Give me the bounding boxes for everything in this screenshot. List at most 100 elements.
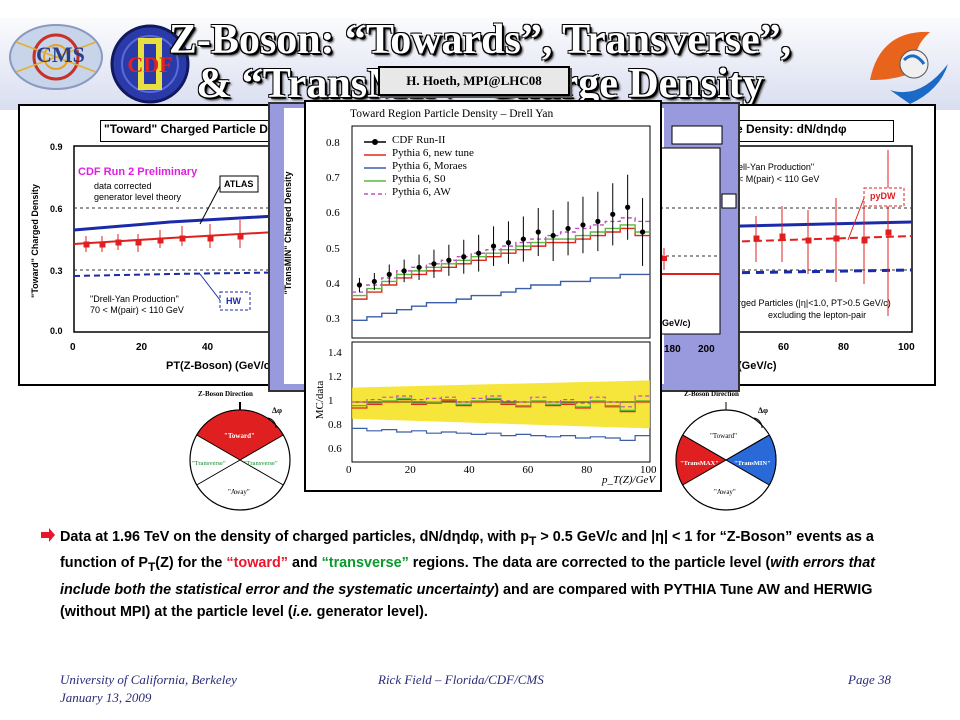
inset-ytick-bottom: 1 xyxy=(328,395,334,407)
atlas-label: ATLAS xyxy=(224,179,254,189)
right-transmax: "TransMAX" xyxy=(680,460,719,467)
left-plot-xtick-0: 0 xyxy=(70,342,76,353)
inset-data-point xyxy=(580,222,586,228)
footer-author: Rick Field – Florida/CDF/CMS xyxy=(378,672,544,687)
left-plot-xtick-1: 20 xyxy=(136,342,148,353)
right-plot-title: e Density: dN/dηdφ xyxy=(736,122,847,136)
footer-page: Page 38 xyxy=(848,672,891,687)
inset-data-point xyxy=(520,236,526,242)
inset-data-point xyxy=(476,250,482,256)
inset-xtick: 80 xyxy=(581,464,593,476)
inset-ratio-label: MC/data xyxy=(314,380,326,420)
left-region-diagram: Z-Boson Direction Δφ "Toward" "Transvers… xyxy=(180,388,300,516)
cdf-logo: CDF xyxy=(108,22,192,106)
right-xtick-0: 60 xyxy=(778,342,790,353)
author-tag: H. Hoeth, MPI@LHC08 xyxy=(378,66,570,96)
inset-data-point xyxy=(610,211,616,217)
transmin-cut-fragment: .5 GeV/c) xyxy=(652,318,691,328)
ratio-histogram xyxy=(352,395,650,408)
process-line-1: "Drell-Yan Production" xyxy=(90,294,179,304)
inset-ytick-top: 0.3 xyxy=(326,313,340,326)
inset-data-point xyxy=(371,278,377,285)
inset-ytick-bottom: 0.6 xyxy=(328,443,342,455)
inset-ytick-top: 0.6 xyxy=(326,207,340,220)
transmin-xtick-180: 180 xyxy=(664,344,681,355)
inset-title: Toward Region Particle Density – Drell Y… xyxy=(350,108,554,120)
left-away: "Away" xyxy=(228,488,250,496)
corrected-note-2: generator level theory xyxy=(94,192,182,202)
transmin-ylabel: "TransMIN" Charged Density xyxy=(283,171,293,295)
right-toward: "Toward" xyxy=(710,432,737,440)
right-z-direction: Z-Boson Direction xyxy=(684,390,739,398)
transverse-word: “transverse” xyxy=(321,555,409,572)
footer-institution: University of California, Berkeley xyxy=(60,672,237,687)
left-z-direction: Z-Boson Direction xyxy=(198,390,253,398)
right-xlabel: (GeV/c) xyxy=(738,360,777,372)
right-dphi: Δφ xyxy=(758,406,769,415)
inset-xtick: 100 xyxy=(640,464,657,476)
inset-data-point xyxy=(550,232,556,239)
left-plot-ytick-2: 0.3 xyxy=(50,266,63,276)
left-plot-title: "Toward" Charged Particle Density: dN/dη… xyxy=(104,122,304,136)
left-transverse-l: "Transverse" xyxy=(192,460,226,467)
inset-data-point xyxy=(356,282,363,288)
right-xtick-2: 100 xyxy=(898,342,915,353)
inset-data-point xyxy=(595,218,601,224)
inset-data-point xyxy=(625,204,631,210)
inset-xtick: 0 xyxy=(346,464,352,476)
left-toward: "Toward" xyxy=(224,432,255,440)
corrected-note-1: data corrected xyxy=(94,181,152,191)
toward-density-inset: Toward Region Particle Density – Drell Y… xyxy=(304,100,662,492)
inset-ytick-bottom: 1.4 xyxy=(328,347,342,359)
left-plot-ylabel: "Toward" Charged Density xyxy=(30,184,40,298)
legend-marker xyxy=(372,139,378,145)
inset-data-point xyxy=(639,229,646,235)
right-transmin: "TransMIN" xyxy=(734,460,771,467)
arrow-bullet-icon xyxy=(40,527,56,543)
left-dphi: Δφ xyxy=(272,406,283,415)
inset-ytick-top: 0.8 xyxy=(326,136,340,149)
inset-data-point xyxy=(431,261,437,267)
summary-text: Data at 1.96 TeV on the density of charg… xyxy=(60,529,876,621)
left-plot: "Toward" Charged Particle Density: dN/dη… xyxy=(18,104,312,386)
preliminary-label: CDF Run 2 Preliminary xyxy=(78,166,198,178)
left-plot-ytick-3: 0.0 xyxy=(50,326,63,336)
title-line-1: Z-Boson: “Towards”, Transverse”, xyxy=(168,17,792,63)
inset-data-point xyxy=(505,240,512,246)
florida-logo xyxy=(860,20,956,108)
left-plot-ytick-1: 0.6 xyxy=(50,204,63,214)
inset-histogram xyxy=(352,227,650,300)
inset-legend-entry: Pythia 6, Moraes xyxy=(392,160,467,172)
inset-legend-entry: Pythia 6, AW xyxy=(392,186,451,198)
inset-histogram xyxy=(352,224,650,297)
cms-logo: CMS xyxy=(6,22,106,92)
inset-legend-entry: CDF Run-II xyxy=(392,134,446,146)
pydw-label: pyDW xyxy=(870,191,896,201)
inset-data-point xyxy=(386,271,392,277)
transmin-xtick-200: 200 xyxy=(698,344,715,355)
inset-data-point xyxy=(416,264,422,270)
inset-xlabel: p_T(Z)/GeV xyxy=(602,474,656,486)
inset-histogram xyxy=(352,273,650,322)
right-region-diagram: Z-Boson Direction Δφ "Toward" "TransMAX"… xyxy=(666,388,786,516)
inset-data-point xyxy=(461,254,467,260)
left-transverse-r: "Transverse" xyxy=(244,460,278,467)
inset-ytick-top: 0.7 xyxy=(326,172,340,184)
inset-xtick: 40 xyxy=(463,464,475,476)
right-process-2: < M(pair) < 110 GeV xyxy=(738,174,820,184)
left-plot-ytick-0: 0.9 xyxy=(50,142,63,152)
inset-xtick: 20 xyxy=(404,464,416,476)
ratio-histogram xyxy=(352,427,650,441)
right-cuts-2: excluding the lepton-pair xyxy=(768,310,867,320)
inset-legend-entry: Pythia 6, new tune xyxy=(392,147,474,159)
left-plot-xtick-2: 40 xyxy=(202,342,214,353)
inset-data-point xyxy=(490,243,497,249)
inset-data-point xyxy=(565,225,571,232)
inset-data-point xyxy=(446,257,452,263)
right-away: "Away" xyxy=(714,488,736,496)
inset-data-point xyxy=(535,229,541,235)
toward-word: “toward” xyxy=(226,555,288,572)
footer-date: January 13, 2009 xyxy=(60,690,152,705)
svg-text:CDF: CDF xyxy=(127,52,172,77)
svg-text:CMS: CMS xyxy=(36,42,85,67)
